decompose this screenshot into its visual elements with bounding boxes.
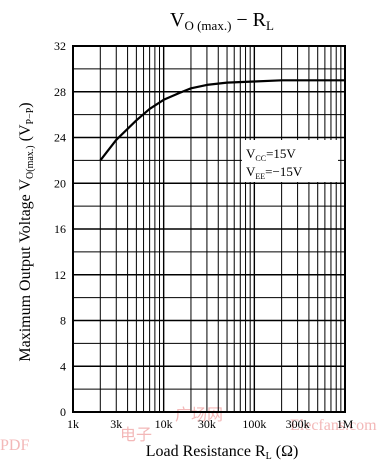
watermark-text-3: 广场网 — [175, 406, 223, 424]
x-tick-label: 100k — [242, 417, 266, 431]
y-tick-label: 24 — [54, 131, 66, 145]
x-axis-ticks: 1k 3k 10k 30k 100k 300k 1M — [67, 417, 354, 431]
annotation-vcc: VCC=15V — [246, 146, 296, 163]
y-tick-label: 28 — [54, 85, 66, 99]
series — [99, 79, 345, 162]
y-tick-label: 16 — [54, 222, 66, 236]
x-tick-label: 30k — [198, 417, 216, 431]
y-tick-label: 8 — [60, 314, 66, 328]
x-axis-label: Load Resistance RL (Ω) — [146, 443, 299, 462]
condition-annotation: VCC=15V VEE=−15V — [242, 140, 338, 182]
y-tick-label: 32 — [54, 39, 66, 53]
x-tick-label: 300k — [286, 417, 310, 431]
plot-frame — [72, 45, 346, 413]
y-tick-label: 4 — [60, 359, 66, 373]
y-tick-label: 0 — [60, 405, 66, 419]
annotation-box — [242, 140, 338, 182]
y-tick-label: 12 — [54, 268, 66, 282]
y-axis-ticks: 0 4 8 12 16 20 24 28 32 — [54, 39, 66, 419]
grid — [73, 46, 345, 412]
x-tick-label: 1k — [67, 417, 79, 431]
chart-title: VO (max.) − RL — [170, 9, 274, 33]
watermark-text-4: Elecfans.com — [290, 417, 377, 434]
x-tick-label: 3k — [110, 417, 122, 431]
y-tick-label: 20 — [54, 176, 66, 190]
watermark-text-1: PDF — [0, 437, 29, 454]
series-line — [99, 79, 345, 162]
x-tick-label: 10k — [155, 417, 173, 431]
x-tick-label: 1M — [337, 417, 354, 431]
annotation-vee: VEE=−15V — [246, 164, 303, 181]
watermark: PDF 电子 广场网 Elecfans.com — [0, 406, 377, 454]
y-axis-label: Maximum Output Voltage VO(max.) (VP−P) — [17, 102, 36, 361]
watermark-text-2: 电子 — [120, 426, 152, 444]
